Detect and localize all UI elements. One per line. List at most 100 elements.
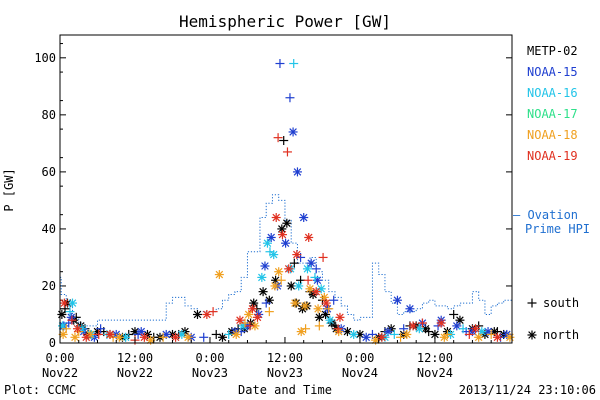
- x-tick-label-date: Nov24: [417, 366, 453, 380]
- ovation-line: [60, 194, 513, 327]
- north-point: [300, 301, 310, 311]
- x-tick-label-time: 12:00: [417, 351, 453, 365]
- north-point: [335, 312, 345, 322]
- north-point: [408, 321, 418, 331]
- north-point: [281, 238, 291, 248]
- south-point: [424, 327, 434, 337]
- ovation-hpi-line: [60, 194, 513, 327]
- legend-entry: NOAA-15: [527, 65, 578, 79]
- legend-entry: NOAA-18: [527, 128, 578, 142]
- north-point: [105, 329, 115, 339]
- south-point: [199, 332, 209, 342]
- south-point: [464, 329, 474, 339]
- south-point: [273, 133, 283, 143]
- south-point: [67, 315, 77, 325]
- north-point: [271, 213, 281, 223]
- south-point: [289, 59, 299, 69]
- north-point: [304, 232, 314, 242]
- south-point: [264, 307, 274, 317]
- north-point: [311, 287, 321, 297]
- series-noaa-19: [59, 213, 502, 342]
- south-point: [527, 298, 537, 308]
- south-point: [261, 298, 271, 308]
- north-point: [492, 332, 502, 342]
- north-point: [306, 258, 316, 268]
- series-noaa-15-south: [64, 59, 506, 342]
- series-metp-02-south: [60, 136, 502, 342]
- north-point: [274, 267, 284, 277]
- north-point: [474, 332, 484, 342]
- ovation-label: — Ovation: [513, 208, 578, 222]
- north-point: [361, 332, 371, 342]
- south-point: [276, 275, 286, 285]
- y-tick-label: 40: [42, 222, 56, 236]
- legend-entry: NOAA-17: [527, 107, 578, 121]
- y-tick-label: 60: [42, 165, 56, 179]
- north-point: [231, 329, 241, 339]
- south-point: [396, 332, 406, 342]
- north-point: [296, 327, 306, 337]
- x-tick-label-date: Nov23: [192, 366, 228, 380]
- south-point: [303, 275, 313, 285]
- north-point: [235, 315, 245, 325]
- footer-right: 2013/11/24 23:10:06: [459, 383, 596, 397]
- footer-left: Plot: CCMC: [4, 383, 76, 397]
- y-axis-label: P [GW]: [2, 168, 16, 211]
- south-point: [279, 136, 289, 146]
- north-point: [430, 329, 440, 339]
- north-point: [302, 264, 312, 274]
- x-tick-label-time: 0:00: [196, 351, 225, 365]
- south-point: [94, 329, 104, 339]
- south-point: [318, 252, 328, 262]
- north-point: [299, 213, 309, 223]
- south-point: [311, 264, 321, 274]
- marker-legend-label: south: [543, 296, 579, 310]
- north-point: [282, 218, 292, 228]
- x-tick-label-date: Nov24: [342, 366, 378, 380]
- north-point: [266, 232, 276, 242]
- south-point: [211, 329, 221, 339]
- north-point: [258, 287, 268, 297]
- north-point: [292, 167, 302, 177]
- south-point: [442, 329, 452, 339]
- north-point: [471, 324, 481, 334]
- south-point: [208, 307, 218, 317]
- x-tick-label-date: Nov23: [267, 366, 303, 380]
- south-point: [275, 59, 285, 69]
- y-tick-label: 0: [49, 336, 56, 350]
- north-point: [292, 250, 302, 260]
- north-point: [171, 332, 181, 342]
- axes: 0204060801000:00Nov2212:00Nov220:00Nov23…: [34, 51, 492, 380]
- north-point: [349, 329, 359, 339]
- south-point: [389, 329, 399, 339]
- south-point: [329, 295, 339, 305]
- south-point: [417, 318, 427, 328]
- series-noaa-19-south: [67, 133, 474, 345]
- north-point: [249, 298, 259, 308]
- north-point: [81, 332, 91, 342]
- south-point: [65, 307, 75, 317]
- x-axis-label: Date and Time: [238, 383, 332, 397]
- legend: METP-02 NOAA-15 NOAA-16 NOAA-17 NOAA-18 NOAA-…: [527, 44, 578, 163]
- north-point: [290, 298, 300, 308]
- ovation-label-2: Prime HPI: [525, 222, 590, 236]
- south-point: [449, 309, 459, 319]
- marker-legend-label: north: [543, 328, 579, 342]
- north-point: [217, 332, 227, 342]
- south-point: [158, 332, 168, 342]
- north-point: [183, 332, 193, 342]
- north-point: [277, 230, 287, 240]
- plot-frame: [59, 34, 513, 344]
- north-point: [316, 284, 326, 294]
- south-point: [96, 324, 106, 334]
- north-point: [59, 298, 69, 308]
- y-tick-marks: [60, 43, 512, 344]
- north-point: [72, 324, 82, 334]
- x-tick-label-time: 12:00: [267, 351, 303, 365]
- legend-entry: NOAA-19: [527, 149, 578, 163]
- south-point: [61, 324, 71, 334]
- x-tick-label-time: 12:00: [117, 351, 153, 365]
- south-point: [301, 324, 311, 334]
- north-point: [314, 312, 324, 322]
- south-point: [282, 147, 292, 157]
